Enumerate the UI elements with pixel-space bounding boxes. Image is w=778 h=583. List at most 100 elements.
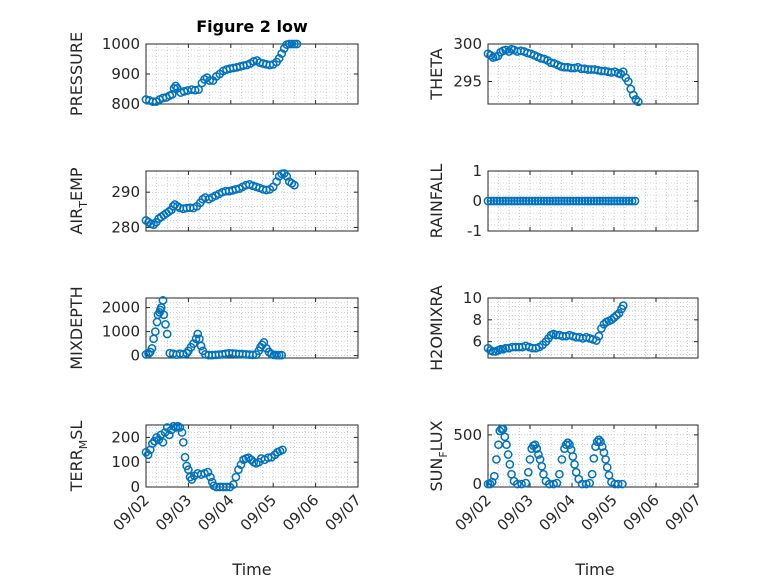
data-point [498, 424, 508, 434]
data-point [560, 196, 569, 206]
data-point [496, 344, 505, 354]
data-point [510, 196, 519, 206]
data-point [612, 311, 621, 320]
x-tick-label: 09/03 [494, 491, 537, 534]
data-point [149, 334, 158, 344]
data-point [607, 315, 616, 325]
y-tick-label: 0 [472, 475, 482, 493]
data-point [177, 428, 187, 437]
data-point [613, 196, 622, 206]
data-point [533, 196, 543, 206]
data-point [162, 329, 172, 339]
data-point [568, 196, 578, 206]
y-tick-label: 0 [130, 478, 140, 496]
data-point [618, 196, 628, 206]
data-point [158, 296, 168, 305]
y-tick-label: 0 [472, 192, 482, 210]
data-point [607, 196, 616, 206]
axes-frame [487, 424, 699, 488]
data-point [587, 469, 597, 479]
data-point [189, 339, 198, 348]
x-tick-label: 09/03 [152, 491, 195, 534]
data-point [277, 350, 287, 360]
data-point [196, 341, 206, 351]
data-point [203, 467, 213, 477]
x-tick-label: 09/07 [662, 491, 705, 534]
subplot-7: 09/02 09/03 09/04 09/05 09/06 09/07 0 100 200 TER… [67, 421, 365, 535]
subplot-1: 800 900 1000 PRESSURE [67, 32, 359, 116]
data-point [596, 437, 605, 447]
data-point [231, 472, 241, 482]
data-point [630, 196, 640, 206]
data-point [527, 196, 537, 206]
y-tick-label: 2000 [102, 299, 140, 317]
y-tick-label: -1 [467, 222, 482, 240]
data-point [503, 450, 513, 459]
data-point [613, 479, 623, 489]
data-point [589, 196, 599, 206]
data-point [147, 344, 157, 353]
data-point [161, 320, 170, 329]
data-point [604, 470, 614, 480]
data-point [628, 90, 638, 100]
data-point [277, 49, 287, 58]
data-point [149, 220, 158, 229]
data-point [513, 479, 522, 489]
data-point [537, 461, 547, 471]
data-point [290, 180, 299, 190]
y-tick-label: 1 [472, 162, 482, 180]
data-point [530, 440, 540, 450]
data-point [191, 334, 201, 344]
data-point [525, 455, 535, 464]
data-point [274, 350, 284, 360]
data-point [536, 196, 546, 206]
figure-title: Figure 2 low [196, 17, 308, 36]
data-point [278, 445, 287, 455]
y-tick-label: 1000 [102, 35, 140, 53]
data-point [154, 435, 164, 445]
x-tick-label: 09/06 [279, 491, 322, 534]
y-axis-label: THETA [427, 48, 446, 100]
data-point [624, 196, 634, 206]
data-point [614, 308, 624, 318]
data-point [548, 196, 558, 206]
data-point [631, 95, 641, 104]
data-point [485, 479, 495, 489]
data-point [609, 313, 619, 322]
x-tick-label: 09/02 [452, 491, 495, 534]
axes-frame [145, 170, 359, 232]
x-tick-label: 09/02 [110, 491, 153, 534]
subplot-4: -1 0 1 RAINFALL [427, 162, 699, 240]
data-point [180, 452, 190, 462]
data-point [627, 196, 637, 206]
y-tick-label: 100 [111, 453, 140, 471]
data-point [618, 479, 627, 489]
data-point [524, 196, 534, 206]
data-point [228, 480, 238, 489]
data-point [592, 196, 602, 206]
y-axis-label: AIRTEMP [67, 167, 90, 234]
data-point [571, 467, 581, 477]
y-tick-label: 300 [453, 35, 482, 53]
data-point [592, 336, 601, 345]
data-point [507, 196, 516, 206]
data-point [618, 301, 628, 310]
data-point [521, 196, 531, 206]
data-point [580, 196, 590, 206]
data-point [623, 77, 633, 86]
data-point [565, 440, 574, 450]
y-tick-label: 295 [453, 73, 482, 91]
data-point [489, 196, 499, 206]
data-point [570, 460, 579, 469]
data-point [545, 196, 555, 206]
data-point [561, 440, 571, 450]
data-point [274, 54, 284, 63]
data-point [586, 196, 596, 206]
data-point [287, 39, 297, 49]
data-point [589, 454, 599, 463]
data-point [568, 452, 578, 461]
data-point [150, 327, 160, 336]
data-point [542, 196, 552, 206]
y-axis-label: SUNFLUX [427, 420, 450, 491]
data-point [148, 439, 157, 448]
